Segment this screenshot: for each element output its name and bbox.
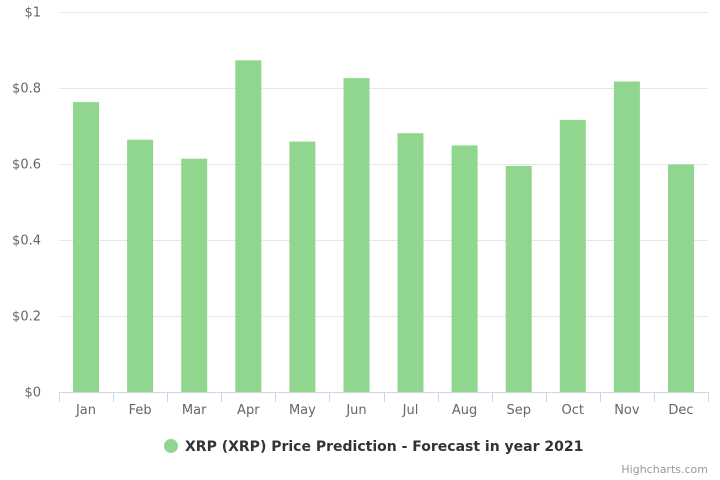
bar-apr[interactable] xyxy=(235,60,262,393)
x-tick-label: Nov xyxy=(614,403,640,418)
bar-jun[interactable] xyxy=(343,78,370,392)
y-gridlines xyxy=(59,12,708,317)
bar-dec[interactable] xyxy=(668,164,694,392)
bar-feb[interactable] xyxy=(127,139,154,392)
legend[interactable]: XRP (XRP) Price Prediction - Forecast in… xyxy=(164,439,583,455)
bar-oct[interactable] xyxy=(559,119,586,393)
x-tick-label: Oct xyxy=(562,403,584,418)
x-axis xyxy=(59,392,709,402)
x-tick-label: Mar xyxy=(182,403,207,418)
x-tick-label: Apr xyxy=(237,403,260,418)
y-tick-label: $0.2 xyxy=(12,310,41,325)
y-tick-label: $0 xyxy=(24,386,41,401)
y-tick-label: $0.6 xyxy=(12,158,41,173)
bars xyxy=(73,60,694,393)
y-tick-label: $0.4 xyxy=(12,234,41,249)
credits-link[interactable]: Highcharts.com xyxy=(621,463,708,476)
bar-sep[interactable] xyxy=(505,165,532,392)
x-tick-label: May xyxy=(289,403,316,418)
x-tick-label: Jul xyxy=(402,403,419,418)
legend-label[interactable]: XRP (XRP) Price Prediction - Forecast in… xyxy=(185,439,583,455)
y-tick-label: $0.8 xyxy=(12,82,41,97)
bar-jul[interactable] xyxy=(397,133,424,392)
y-tick-label: $1 xyxy=(24,6,41,21)
x-tick-label: Sep xyxy=(506,403,531,418)
legend-marker-icon[interactable] xyxy=(164,439,178,453)
bar-aug[interactable] xyxy=(451,145,478,392)
y-axis-labels: $0 $0.2 $0.4 $0.6 $0.8 $1 xyxy=(12,6,41,401)
bar-may[interactable] xyxy=(289,141,316,392)
x-tick-label: Aug xyxy=(452,403,477,418)
bar-nov[interactable] xyxy=(613,81,640,393)
x-tick-label: Dec xyxy=(668,403,693,418)
x-tick-label: Jun xyxy=(345,403,366,418)
x-tick-label: Feb xyxy=(129,403,152,418)
x-tick-label: Jan xyxy=(75,403,96,418)
x-axis-labels: Jan Feb Mar Apr May Jun Jul Aug Sep Oct Nov Dec xyxy=(75,403,694,418)
bar-jan[interactable] xyxy=(73,102,99,392)
bar-mar[interactable] xyxy=(181,158,208,392)
